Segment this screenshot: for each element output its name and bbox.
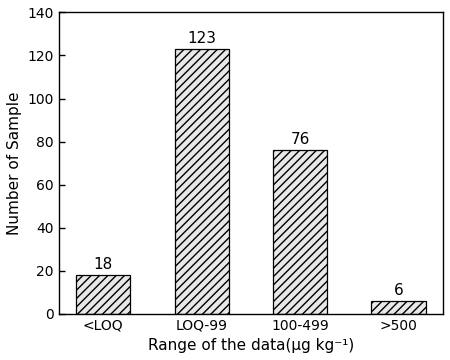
- Text: 76: 76: [290, 132, 310, 147]
- Bar: [371, 301, 426, 314]
- Text: 18: 18: [94, 257, 113, 272]
- Text: 6: 6: [394, 283, 403, 297]
- Text: 123: 123: [187, 31, 216, 46]
- X-axis label: Range of the data(μg kg⁻¹): Range of the data(μg kg⁻¹): [148, 338, 354, 353]
- Bar: [273, 150, 327, 314]
- Bar: [175, 49, 229, 314]
- Y-axis label: Number of Sample: Number of Sample: [7, 91, 22, 235]
- Bar: [76, 275, 130, 314]
